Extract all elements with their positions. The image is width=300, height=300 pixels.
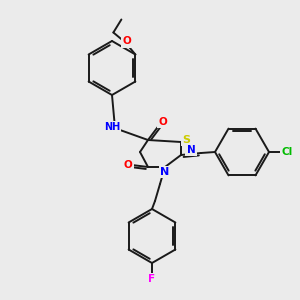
Text: O: O bbox=[159, 117, 167, 127]
Text: F: F bbox=[148, 274, 156, 284]
Text: O: O bbox=[124, 160, 132, 170]
Text: N: N bbox=[160, 167, 169, 177]
Text: Cl: Cl bbox=[281, 147, 292, 157]
Text: N: N bbox=[187, 145, 195, 155]
Text: NH: NH bbox=[104, 122, 120, 132]
Text: S: S bbox=[182, 135, 190, 145]
Text: O: O bbox=[122, 37, 131, 46]
